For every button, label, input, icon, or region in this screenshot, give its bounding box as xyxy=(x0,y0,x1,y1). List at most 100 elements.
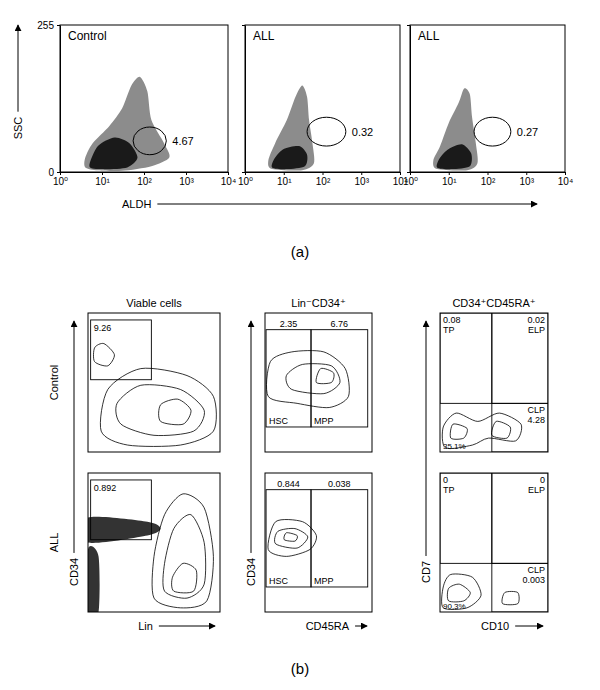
gate-value: 4.28 xyxy=(527,415,545,425)
plot-background xyxy=(88,473,220,612)
axis-line xyxy=(410,26,411,173)
contour xyxy=(116,385,205,436)
tick-label: 10³ xyxy=(520,176,535,187)
axis-arrow xyxy=(515,626,543,627)
x-axis: 10⁰10¹10²10³10⁴ xyxy=(238,172,408,187)
plot-background xyxy=(440,473,548,612)
contour xyxy=(172,563,197,593)
axis-arrow xyxy=(157,204,537,205)
tick-label: 10⁰ xyxy=(238,176,253,187)
gate xyxy=(492,563,548,612)
gate xyxy=(266,330,311,427)
gate xyxy=(311,330,368,427)
panel-title: Lin⁻CD34⁺ xyxy=(291,297,346,309)
panel-title: ALL xyxy=(253,29,275,43)
x-axis: 10⁰10¹10²10³10⁴ xyxy=(53,172,236,187)
tick-label: 10³ xyxy=(179,176,194,187)
plot-area xyxy=(440,313,548,452)
contour xyxy=(152,494,213,608)
tick: 255 xyxy=(37,20,60,31)
tick: 10⁰ xyxy=(403,172,418,187)
tick-mark xyxy=(449,172,450,175)
tick-mark xyxy=(407,25,410,26)
gate xyxy=(492,313,548,403)
gate-value: 0.844 xyxy=(277,479,300,489)
contour xyxy=(284,533,298,542)
plot-frame xyxy=(245,25,400,172)
contour xyxy=(447,584,470,602)
gate xyxy=(133,127,166,155)
contour xyxy=(275,528,308,548)
gate-name: HSC xyxy=(269,416,289,426)
gate-name: MPP xyxy=(314,576,334,586)
gate-name: MPP xyxy=(314,416,334,426)
gate-value: 0.003 xyxy=(522,575,545,585)
tick-label: 10⁰ xyxy=(403,176,418,187)
plot-frame xyxy=(88,313,220,452)
gate-value: 0.32 xyxy=(352,126,373,138)
plot-background xyxy=(265,473,372,612)
gate-value: 4.67 xyxy=(172,135,193,147)
dot-cloud xyxy=(89,137,137,169)
gate-name: ELP xyxy=(528,325,545,335)
plot-area xyxy=(91,320,217,446)
gate-name: CLP xyxy=(527,405,545,415)
tick-label: 10³ xyxy=(355,176,370,187)
panel: 0TP0ELP0.003CLP90.3%CD7CD10 xyxy=(420,473,548,632)
gate-name: TP xyxy=(443,485,455,495)
plot-background xyxy=(410,25,565,172)
panel: 0.844HSC0.038MPPCD34CD45RA xyxy=(245,473,372,632)
tick: 10⁴ xyxy=(558,172,573,187)
tick-mark xyxy=(323,172,324,175)
tick-mark xyxy=(144,172,145,175)
dot-cloud xyxy=(272,146,308,169)
gate xyxy=(492,473,548,563)
plot-background xyxy=(88,313,220,452)
gate xyxy=(440,473,492,563)
x-axis-title: CD45RA xyxy=(306,620,350,632)
axis-line xyxy=(60,26,61,173)
tick-label: 10⁴ xyxy=(558,176,573,187)
gate xyxy=(474,117,511,146)
gate-value: 0 xyxy=(443,475,448,485)
plot-area xyxy=(266,490,368,587)
quadrant-label: 90.3% xyxy=(443,602,466,611)
gate xyxy=(91,480,152,540)
plot-area xyxy=(268,86,346,171)
dot-cloud xyxy=(437,144,472,169)
axis-line xyxy=(245,26,246,173)
tick: 10⁰ xyxy=(53,172,68,187)
tick: 10¹ xyxy=(442,172,457,187)
panel-title: CD34⁺CD45RA⁺ xyxy=(452,297,535,309)
plot-area xyxy=(440,473,548,612)
quadrant-label: 35.1% xyxy=(443,442,466,451)
tick xyxy=(407,25,410,26)
gate xyxy=(307,117,346,146)
tick xyxy=(242,25,245,26)
dot-cloud xyxy=(84,77,169,171)
panel-title: Control xyxy=(68,29,107,43)
tick: 10² xyxy=(316,172,331,187)
figure: 4.6710⁰10¹10²10³10⁴0255ControlSSCALDH0.3… xyxy=(0,0,600,690)
x-axis: 10⁰ 10¹ 10² 10³ 10⁴ xyxy=(403,172,573,187)
plot-area xyxy=(84,77,169,171)
dot-cloud xyxy=(88,546,100,612)
plot-frame xyxy=(440,473,548,612)
gate-value: 9.26 xyxy=(94,323,112,333)
row-label: Control xyxy=(48,365,60,400)
contour xyxy=(502,591,519,604)
panel: 0.08TP0.02ELP4.28CLP35.1%CD34⁺CD45RA⁺ xyxy=(440,297,548,452)
gate-value: 2.35 xyxy=(280,319,298,329)
tick-label: 255 xyxy=(37,20,54,31)
contour xyxy=(159,399,191,425)
gate xyxy=(440,313,492,403)
panel: 4.6710⁰10¹10²10³10⁴0255ControlSSCALDH xyxy=(12,20,236,210)
tick: 0 xyxy=(48,167,60,178)
contour xyxy=(450,424,467,439)
tick-label: 10¹ xyxy=(277,176,292,187)
tick-mark xyxy=(284,172,285,175)
contour xyxy=(93,343,114,366)
tick: 10² xyxy=(481,172,496,187)
contour xyxy=(316,368,334,383)
gate-value: 0.02 xyxy=(527,315,545,325)
